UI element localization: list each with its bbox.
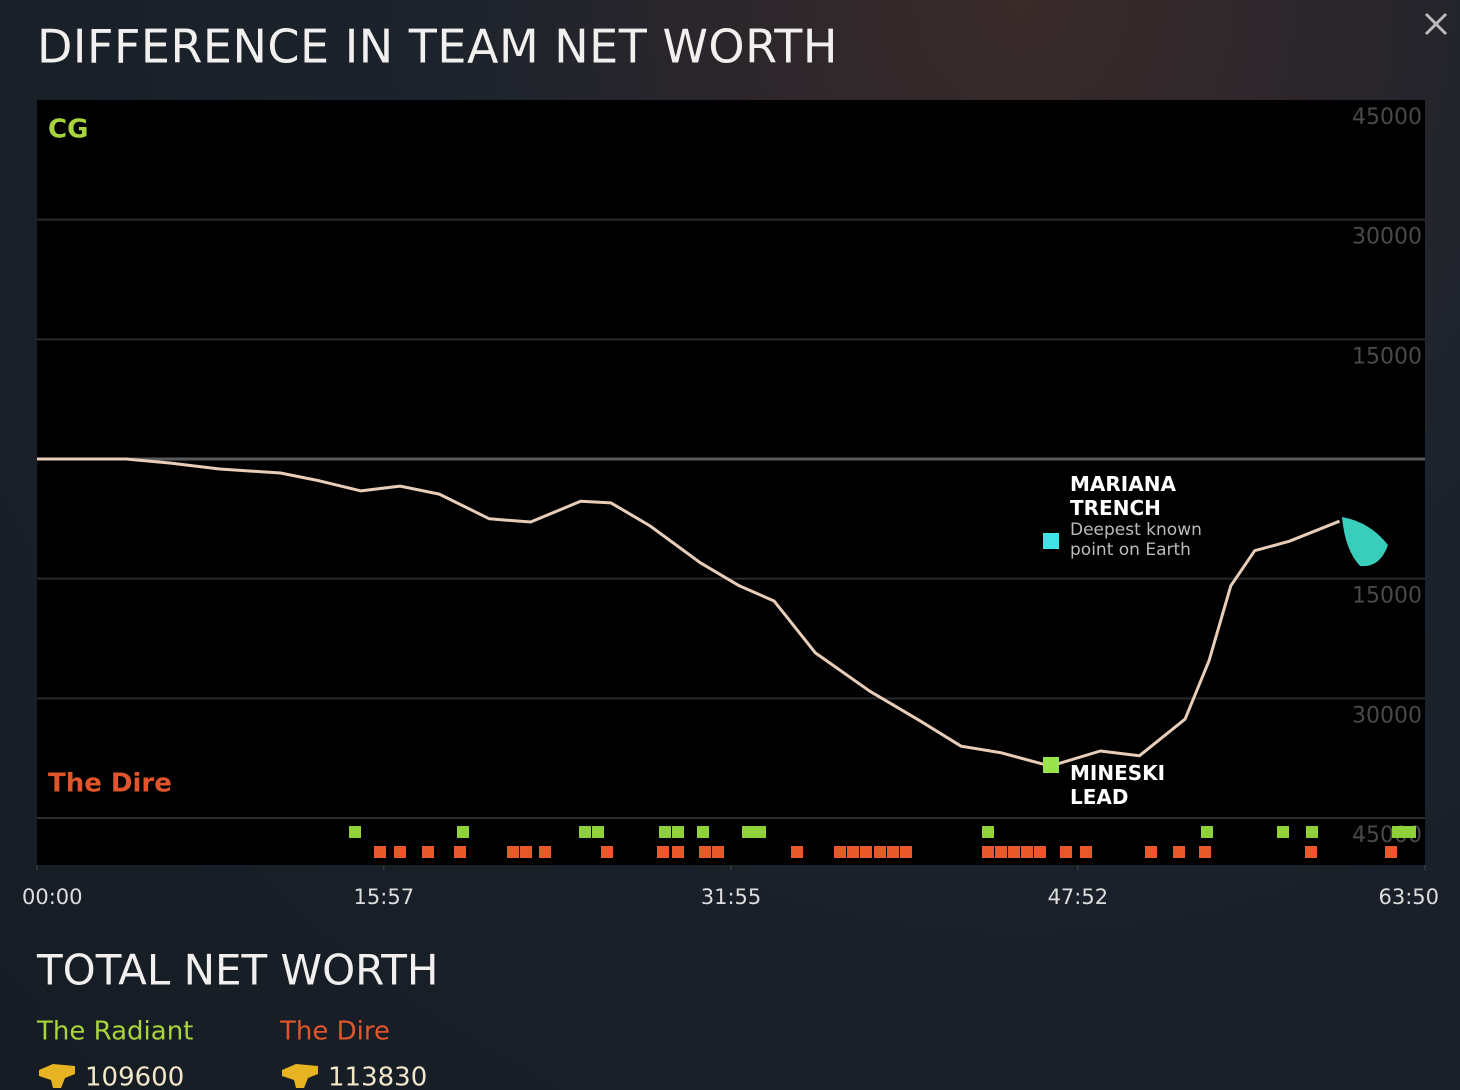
x-tick-label: 15:57 [354,885,415,909]
team-totals: The Radiant 109600 The Dire 113830 [36,1017,427,1090]
gold-icon [282,1064,318,1088]
dire-event [601,846,613,858]
dire-event [712,846,724,858]
radiant-event [592,826,604,838]
x-tick-label: 47:52 [1048,885,1109,909]
bottom-team-label: The Dire [48,769,172,799]
dire-event [699,846,711,858]
x-tick-label: 63:50 [1378,885,1439,909]
dire-event [374,846,386,858]
dire-event [422,846,434,858]
dire-event [1145,846,1157,858]
hero-icon [1342,517,1388,567]
dire-event [887,846,899,858]
radiant-event [349,826,361,838]
radiant-event [1392,826,1404,838]
dire-event [1199,846,1211,858]
dire-event [860,846,872,858]
dire-event [791,846,803,858]
team-net-worth: 109600 [85,1063,184,1090]
gold-icon [39,1064,75,1088]
dire-event [520,846,532,858]
dire-event [1060,846,1072,858]
dire-event [394,846,406,858]
dire-event [995,846,1007,858]
radiant-event [754,826,766,838]
section-title: TOTAL NET WORTH [36,946,439,995]
team-name: The Radiant [36,1017,193,1047]
team-name: The Dire [279,1017,390,1047]
dire-event [874,846,886,858]
team-net-worth: 113830 [328,1063,427,1090]
radiant-event [672,826,684,838]
y-tick-label: 15000 [1352,584,1422,609]
panel-title: DIFFERENCE IN TEAM NET WORTH [37,20,838,74]
y-tick-label: 15000 [1352,344,1422,369]
annotation: MARIANA TRENCH Deepest known point on Ear… [1070,472,1220,560]
radiant-event [742,826,754,838]
radiant-event [1306,826,1318,838]
y-tick-label: 30000 [1352,703,1422,728]
radiant-event [1404,826,1416,838]
annotation-title: MINESKI LEAD [1070,761,1166,809]
dire-event [1173,846,1185,858]
radiant-event [1277,826,1289,838]
dire-event [507,846,519,858]
close-button[interactable] [1424,12,1448,36]
dire-event [1385,846,1397,858]
dire-event [847,846,859,858]
dire-event [539,846,551,858]
dire-event [834,846,846,858]
dire-event [1034,846,1046,858]
dire-event [1080,846,1092,858]
annotation-marker [1043,757,1059,773]
radiant-event [982,826,994,838]
x-tick-label: 31:55 [701,885,762,909]
y-tick-label: 45000 [1352,105,1422,130]
radiant-event [1201,826,1213,838]
radiant-event [697,826,709,838]
annotation-title: MARIANA TRENCH [1070,472,1176,520]
event-strip [349,826,1416,858]
annotation: MINESKI LEAD [1070,761,1200,809]
annotation-text: Deepest known point on Earth [1070,520,1202,560]
dire-event [1008,846,1020,858]
radiant-event [579,826,591,838]
dire-event [900,846,912,858]
annotation-marker [1043,533,1059,549]
plot-area [37,100,1425,865]
dire-event [672,846,684,858]
dire-event [657,846,669,858]
top-team-label: CG [48,115,88,145]
x-axis: 00:00 15:57 31:55 47:52 63:50 [22,865,1439,909]
dire-event [454,846,466,858]
dire-event [1021,846,1033,858]
plot [37,459,1405,773]
dire-event [982,846,994,858]
dire-event [1305,846,1317,858]
y-tick-label: 30000 [1352,225,1422,250]
radiant-event [457,826,469,838]
x-tick-label: 00:00 [22,885,83,909]
radiant-event [659,826,671,838]
